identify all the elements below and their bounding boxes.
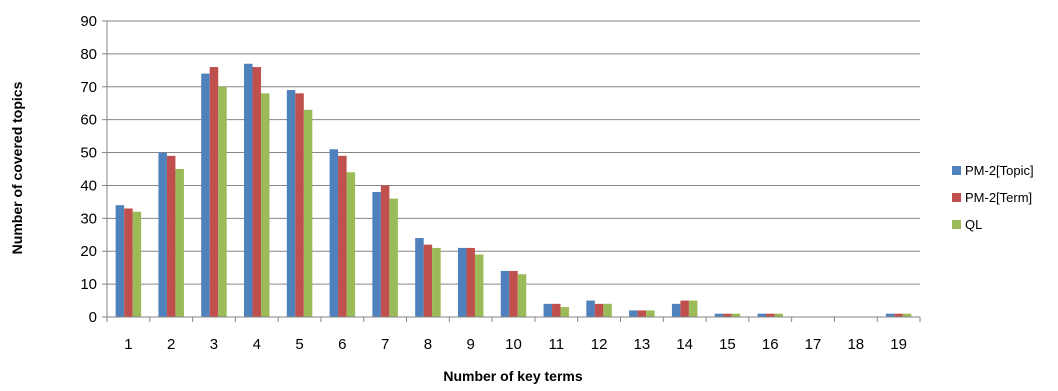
bar-PM-2[Topic]-14 — [671, 303, 681, 317]
x-tick-label: 3 — [210, 336, 218, 353]
legend-item: PM-2[Term] — [952, 190, 1032, 205]
y-tick-label: 90 — [80, 13, 97, 30]
y-tick-label: 10 — [80, 276, 97, 293]
x-tick-label: 16 — [762, 336, 779, 353]
bar-PM-2[Topic]-9 — [457, 247, 467, 317]
bar-PM-2[Topic]-13 — [629, 310, 638, 317]
x-axis-title: Number of key terms — [443, 368, 582, 384]
bar-PM-2[Topic]-7 — [372, 192, 381, 317]
x-tick-label: 10 — [505, 336, 522, 353]
bar-PM-2[Topic]-3 — [201, 73, 210, 317]
bars — [115, 63, 912, 318]
bar-QL-13 — [646, 310, 655, 317]
bar-PM-2[Topic]-6 — [329, 149, 339, 317]
bar-QL-5 — [303, 109, 313, 317]
legend-swatch — [952, 220, 961, 229]
y-tick-labels: 0 10 20 30 40 50 60 70 80 90 — [80, 13, 97, 326]
bar-PM-2[Topic]-12 — [586, 300, 595, 317]
bar-QL-4 — [261, 93, 270, 317]
bar-QL-12 — [603, 303, 612, 317]
bar-PM-2[Term]-16 — [765, 313, 775, 317]
y-tick-label: 0 — [89, 309, 97, 326]
x-tick-label: 14 — [676, 336, 693, 353]
bar-PM-2[Topic]-8 — [415, 238, 424, 317]
bar-QL-3 — [218, 86, 227, 318]
bar-PM-2[Term]-3 — [209, 67, 219, 318]
bar-PM-2[Topic]-10 — [500, 270, 510, 317]
x-tick-label: 11 — [549, 336, 565, 353]
y-tick-label: 60 — [80, 112, 97, 129]
bar-QL-6 — [346, 172, 356, 317]
x-tick-label: 18 — [847, 336, 864, 353]
bar-PM-2[Term]-10 — [509, 270, 518, 317]
x-tick-label: 8 — [424, 336, 432, 353]
bar-PM-2[Term]-5 — [295, 93, 304, 317]
bar-PM-2[Term]-8 — [423, 244, 433, 317]
x-tick-label: 4 — [253, 336, 261, 353]
x-tick-label: 13 — [634, 336, 651, 353]
bar-QL-19 — [902, 313, 912, 317]
bar-PM-2[Topic]-4 — [244, 63, 253, 317]
x-tick-labels: 1 2 3 4 5 6 7 8 9 10 11 12 13 14 15 16 17 18 19 — [124, 336, 907, 353]
bar-PM-2[Topic]-11 — [543, 303, 553, 317]
bar-QL-2 — [175, 169, 184, 317]
x-tick-label: 5 — [295, 336, 303, 353]
legend-label: QL — [965, 217, 982, 232]
legend: PM-2[Topic] PM-2[Term] QL — [952, 163, 1034, 232]
bar-PM-2[Topic]-19 — [885, 313, 895, 317]
bar-PM-2[Term]-7 — [380, 185, 390, 317]
x-tick-label: 19 — [890, 336, 907, 353]
bar-QL-7 — [389, 198, 398, 317]
legend-swatch — [952, 193, 961, 202]
bar-QL-10 — [517, 274, 527, 317]
y-tick-label: 50 — [80, 145, 97, 162]
bar-QL-14 — [688, 300, 698, 317]
bar-QL-8 — [432, 247, 441, 317]
bar-QL-11 — [560, 307, 570, 317]
x-tick-label: 1 — [124, 336, 132, 353]
bar-PM-2[Term]-12 — [594, 303, 604, 317]
bar-PM-2[Term]-4 — [252, 67, 262, 318]
gridlines — [102, 20, 920, 318]
bar-QL-16 — [774, 313, 783, 317]
bar-PM-2[Topic]-2 — [158, 152, 167, 317]
legend-label: PM-2[Term] — [965, 190, 1032, 205]
y-tick-label: 40 — [80, 177, 97, 194]
bar-PM-2[Topic]-16 — [757, 313, 766, 317]
legend-label: PM-2[Topic] — [965, 163, 1034, 178]
bar-PM-2[Term]-9 — [466, 247, 475, 317]
x-tick-label: 9 — [467, 336, 475, 353]
bar-PM-2[Topic]-1 — [115, 205, 125, 317]
axes — [106, 21, 921, 322]
x-tick-label: 17 — [805, 336, 822, 353]
x-tick-label: 2 — [167, 336, 175, 353]
bar-PM-2[Term]-1 — [124, 208, 133, 317]
y-tick-label: 30 — [80, 210, 97, 227]
bar-PM-2[Term]-19 — [894, 313, 903, 317]
y-tick-label: 70 — [80, 79, 97, 96]
bar-QL-9 — [474, 254, 484, 317]
bar-PM-2[Topic]-15 — [714, 313, 724, 317]
y-tick-label: 80 — [80, 46, 97, 63]
x-tick-label: 12 — [591, 336, 608, 353]
legend-item: PM-2[Topic] — [952, 163, 1034, 178]
x-tick-label: 7 — [381, 336, 389, 353]
y-tick-label: 20 — [80, 243, 97, 260]
legend-item: QL — [952, 217, 982, 232]
bar-PM-2[Term]-13 — [637, 310, 647, 317]
bar-PM-2[Topic]-5 — [286, 90, 296, 317]
bar-PM-2[Term]-6 — [338, 155, 347, 317]
bar-QL-15 — [731, 313, 741, 317]
y-axis-title: Number of covered topics — [9, 81, 25, 254]
bar-PM-2[Term]-11 — [552, 303, 561, 317]
x-tick-label: 15 — [719, 336, 736, 353]
x-tick-label: 6 — [338, 336, 346, 353]
bar-QL-1 — [132, 211, 142, 317]
legend-swatch — [952, 166, 961, 175]
bar-PM-2[Term]-2 — [166, 155, 176, 317]
bar-PM-2[Term]-14 — [680, 300, 689, 317]
bar-PM-2[Term]-15 — [723, 313, 732, 317]
